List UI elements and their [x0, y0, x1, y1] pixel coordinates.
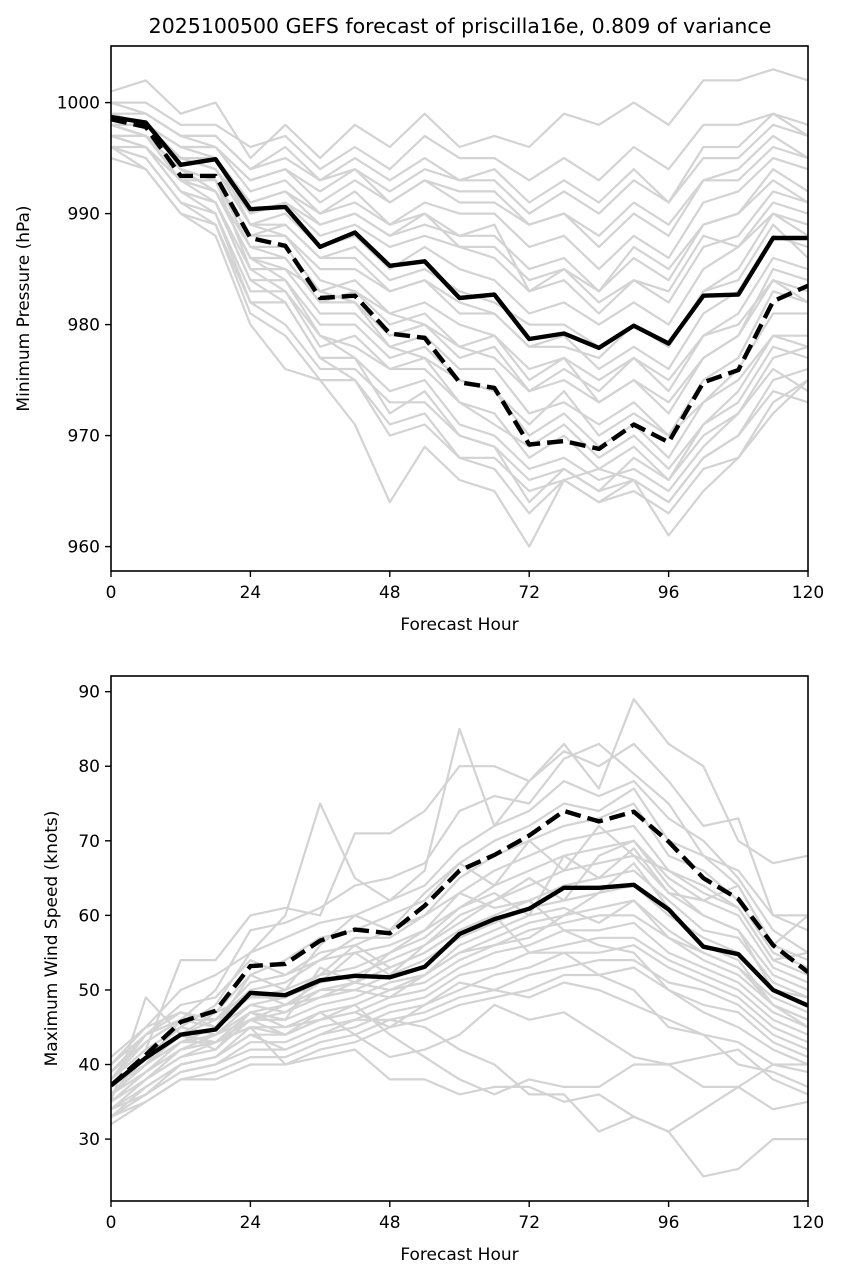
wind-member-line-28: [111, 899, 808, 1096]
pressure-member-line-21: [111, 112, 808, 393]
pressure-member-line-4: [111, 112, 808, 271]
wind-x-tick-label: 96: [658, 1213, 680, 1233]
wind-y-tick-label: 70: [78, 832, 100, 852]
wind-member-line-0: [111, 698, 808, 1066]
pressure-y-tick-label: 1000: [57, 94, 100, 114]
wind-panel: 0 24 48 72 96 120 30 40 50 60 70 80 90 Forecast Hou…: [42, 675, 824, 1265]
pressure-member-line-28: [111, 134, 808, 515]
wind-x-tick-label: 0: [106, 1213, 117, 1233]
pressure-y-ticks: 960 970 980 990 1000: [57, 94, 111, 558]
wind-x-axis-label: Forecast Hour: [400, 1245, 518, 1265]
wind-x-tick-label: 24: [240, 1213, 262, 1233]
wind-member-line-29: [111, 981, 808, 1111]
pressure-member-line-9: [111, 123, 808, 371]
wind-members: [111, 698, 808, 1178]
wind-y-tick-label: 60: [78, 906, 100, 926]
pressure-member-line-26: [111, 101, 808, 204]
pressure-x-tick-label: 96: [658, 583, 680, 603]
wind-member-line-23: [111, 891, 808, 1073]
wind-series: [111, 808, 808, 1088]
pressure-ensemble-mean-line: [111, 114, 808, 351]
wind-x-tick-label: 72: [518, 1213, 540, 1233]
pressure-x-tick-label: 0: [106, 583, 117, 603]
wind-member-line-2: [111, 742, 808, 1096]
wind-member-line-26: [111, 824, 808, 1081]
pressure-members: [111, 68, 808, 548]
pressure-x-tick-label: 48: [379, 583, 401, 603]
wind-y-tick-label: 40: [78, 1056, 100, 1076]
wind-member-line-18: [111, 1018, 808, 1133]
wind-weighted-mode-line: [111, 808, 808, 1088]
wind-member-line-17: [111, 966, 808, 1126]
pressure-y-tick-label: 990: [68, 205, 100, 225]
pressure-member-line-27: [111, 123, 808, 504]
wind-y-tick-label: 50: [78, 981, 100, 1001]
wind-y-tick-label: 80: [78, 757, 100, 777]
pressure-y-tick-label: 980: [68, 316, 100, 336]
pressure-member-line-24: [111, 123, 808, 470]
wind-plot-frame: [110, 675, 809, 1202]
wind-member-line-15: [111, 944, 808, 1118]
wind-y-ticks: 30 40 50 60 70 80 90: [78, 683, 111, 1150]
pressure-x-tick-label: 24: [240, 583, 262, 603]
wind-member-line-8: [111, 854, 808, 1096]
wind-member-line-14: [111, 936, 808, 1111]
pressure-series: [111, 114, 808, 452]
pressure-member-line-18: [111, 157, 808, 548]
pressure-y-tick-label: 970: [68, 427, 100, 447]
pressure-y-axis-label: Minimum Pressure (hPa): [14, 205, 34, 411]
chart-title: 2025100500 GEFS forecast of priscilla16e…: [149, 14, 772, 38]
wind-member-line-12: [111, 914, 808, 1111]
pressure-panel: 0 24 48 72 96 120 960 970 980 990 1000 Forecast H…: [14, 45, 824, 635]
pressure-member-line-22: [111, 123, 808, 404]
wind-member-line-1: [111, 742, 808, 1081]
wind-member-line-9: [111, 869, 808, 1103]
wind-member-line-21: [111, 1003, 808, 1111]
pressure-member-line-0: [111, 68, 808, 160]
pressure-x-ticks: 0 24 48 72 96 120: [106, 571, 824, 603]
wind-member-line-22: [111, 914, 808, 1088]
wind-member-line-16: [111, 959, 808, 1118]
pressure-plot-frame: [110, 45, 809, 572]
wind-x-tick-label: 48: [379, 1213, 401, 1233]
pressure-member-line-15: [111, 145, 808, 493]
pressure-x-axis-label: Forecast Hour: [400, 615, 518, 635]
wind-member-line-3: [111, 780, 808, 1088]
wind-x-ticks: 0 24 48 72 96 120: [106, 1201, 824, 1233]
pressure-member-line-1: [111, 101, 808, 182]
pressure-y-tick-label: 960: [68, 538, 100, 558]
pressure-x-tick-label: 120: [792, 583, 824, 603]
wind-member-line-19: [111, 1003, 808, 1096]
pressure-x-tick-label: 72: [518, 583, 540, 603]
pressure-member-line-12: [111, 134, 808, 437]
wind-y-axis-label: Maximum Wind Speed (knots): [42, 811, 62, 1067]
wind-y-tick-label: 90: [78, 683, 100, 703]
wind-member-line-6: [111, 824, 808, 1103]
wind-ensemble-mean-line: [111, 882, 808, 1088]
pressure-member-line-25: [111, 112, 808, 237]
wind-x-tick-label: 120: [792, 1213, 824, 1233]
pressure-member-line-6: [111, 123, 808, 315]
wind-y-tick-label: 30: [78, 1130, 100, 1150]
